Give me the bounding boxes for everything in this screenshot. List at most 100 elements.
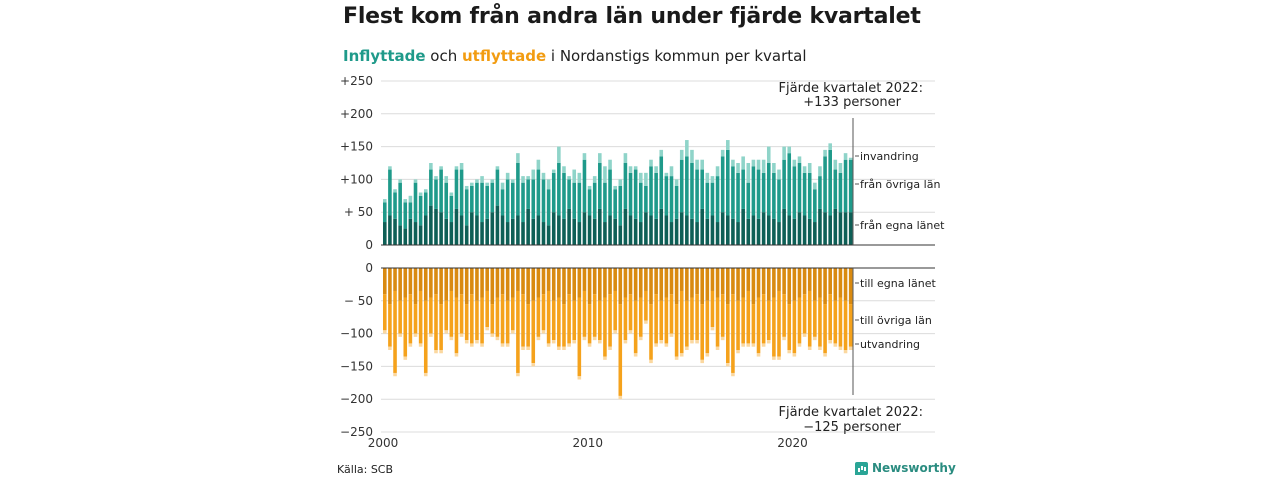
bar-out-own-county: [777, 268, 781, 291]
bar-in-immigration: [490, 179, 495, 183]
bar-out-emigration: [429, 333, 433, 337]
bar-in-other-county: [546, 189, 551, 226]
bar-out-emigration: [741, 343, 745, 347]
bar-in-own-county: [761, 212, 766, 245]
bar-out-emigration: [679, 353, 684, 357]
bar-in-other-county: [423, 192, 428, 216]
bar-out-other-county: [577, 297, 582, 377]
bar-out-other-county: [654, 294, 658, 344]
bar-in-immigration: [546, 179, 551, 190]
bar-out-emigration: [454, 353, 459, 357]
bar-out-other-county: [710, 290, 715, 328]
bar-in-immigration: [792, 159, 797, 167]
bar-in-immigration: [464, 185, 469, 190]
bar-out-own-county: [772, 268, 776, 298]
bar-in-other-county: [490, 182, 495, 213]
bar-in-own-county: [403, 228, 408, 245]
bar-in-own-county: [787, 215, 792, 245]
bar-out-other-county: [623, 297, 628, 341]
bar-in-other-county: [439, 169, 443, 213]
bar-out-own-county: [577, 268, 582, 298]
bar-out-own-county: [751, 268, 756, 305]
bar-in-own-county: [828, 215, 832, 245]
bar-out-emigration: [551, 340, 556, 344]
bar-out-own-county: [393, 268, 397, 291]
subtitle-och: och: [425, 47, 462, 65]
logo-text: Newsworthy: [872, 461, 956, 475]
bar-out-other-county: [695, 294, 699, 341]
bar-out-emigration: [664, 343, 669, 347]
bar-out-emigration: [772, 356, 776, 360]
bar-in-other-county: [787, 153, 792, 216]
bar-out-other-county: [638, 297, 643, 337]
bar-out-own-county: [756, 268, 761, 298]
bar-in-own-county: [756, 218, 761, 245]
chart-axes: 0 + 50 +100 +150 +200 +250 0 − 50 −100 −150 −200 −2…: [340, 74, 935, 450]
bar-in-immigration: [813, 182, 817, 190]
bar-out-emigration: [674, 356, 679, 360]
bar-out-emigration: [398, 333, 402, 337]
bar-out-emigration: [413, 333, 418, 337]
bar-in-own-county: [797, 212, 802, 245]
bar-out-own-county: [557, 268, 561, 298]
bar-in-immigration: [500, 182, 505, 190]
bar-out-other-county: [598, 300, 602, 341]
subtitle-utflyttade: utflyttade: [462, 47, 547, 65]
bar-in-own-county: [551, 212, 556, 245]
bar-in-immigration: [623, 153, 628, 163]
bar-out-other-county: [628, 294, 633, 331]
bar-in-other-county: [388, 169, 392, 216]
bar-in-immigration: [746, 163, 751, 183]
bar-out-other-county: [644, 290, 648, 321]
bar-in-own-county: [418, 225, 423, 245]
bar-out-emigration: [562, 346, 566, 350]
bar-in-other-county: [587, 189, 592, 216]
bar-in-own-county: [710, 215, 715, 245]
bar-out-other-county: [505, 300, 510, 344]
bar-out-other-county: [444, 300, 449, 331]
bar-out-own-county: [720, 268, 725, 295]
bar-in-own-county: [480, 222, 484, 245]
bar-in-own-county: [766, 215, 771, 245]
bar-in-own-county: [818, 208, 822, 245]
bar-in-immigration: [802, 166, 807, 173]
series-label-bottom: utvandring: [860, 338, 920, 351]
bar-out-other-county: [772, 297, 776, 357]
bar-out-own-county: [526, 268, 530, 305]
bar-in-own-county: [726, 215, 730, 245]
bar-out-other-county: [669, 294, 674, 334]
bar-in-own-county: [608, 215, 612, 245]
bar-out-other-county: [746, 290, 751, 344]
bar-out-own-county: [562, 268, 566, 305]
bar-in-own-county: [618, 225, 623, 245]
bar-in-immigration: [582, 153, 587, 160]
bar-out-own-county: [700, 268, 704, 305]
bar-out-own-county: [792, 268, 797, 301]
bar-in-own-county: [495, 205, 500, 245]
bar-in-own-county: [802, 215, 807, 245]
bar-in-other-county: [500, 189, 505, 216]
bar-in-immigration: [772, 163, 776, 173]
bar-out-other-county: [782, 294, 786, 337]
bar-in-other-county: [505, 179, 510, 223]
bar-out-own-county: [813, 268, 817, 301]
bar-in-other-county: [403, 202, 408, 229]
bar-out-emigration: [659, 340, 664, 344]
bar-out-own-county: [510, 268, 515, 298]
bar-out-other-county: [741, 297, 745, 344]
bar-out-emigration: [531, 363, 536, 367]
ytick-label-top: +200: [340, 107, 373, 121]
bar-out-own-county: [782, 268, 786, 295]
bar-out-own-county: [485, 268, 489, 291]
bar-out-other-county: [546, 290, 551, 344]
bar-in-other-county: [536, 169, 541, 216]
bar-in-immigration: [613, 185, 617, 190]
bar-in-immigration: [398, 179, 402, 183]
bar-in-own-county: [731, 218, 735, 245]
bar-out-emigration: [526, 346, 530, 350]
bar-in-other-county: [413, 182, 418, 223]
bar-out-other-county: [449, 290, 454, 337]
bar-in-immigration: [516, 153, 520, 163]
bar-in-other-county: [838, 172, 843, 213]
